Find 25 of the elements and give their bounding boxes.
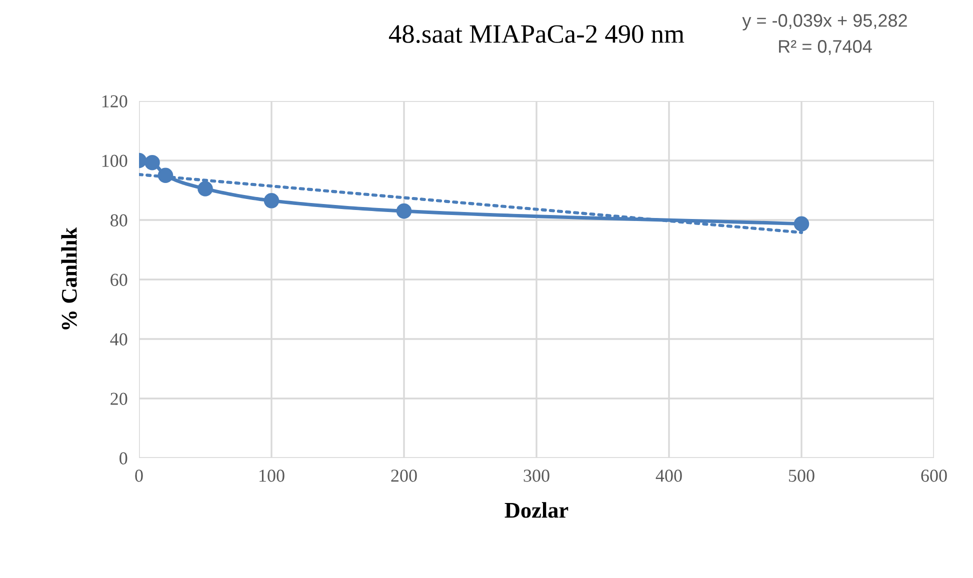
chart-title: 48.saat MIAPaCa-2 490 nm <box>388 25 684 44</box>
text: R² = 0,7404 <box>779 40 872 55</box>
x-axis-title: Dozlar <box>504 502 568 518</box>
x-tick-label: 100 <box>260 470 284 482</box>
point <box>396 203 412 219</box>
y-tick-label: 80 <box>110 214 128 226</box>
y-tick-label: 60 <box>110 274 128 286</box>
y-tick-label: 100 <box>102 154 128 167</box>
x-tick-label: 0 <box>135 470 143 482</box>
point <box>158 168 174 184</box>
x-tick-label: 400 <box>656 470 682 482</box>
x-tick-label: 600 <box>921 470 947 482</box>
point <box>264 193 280 208</box>
point <box>794 216 810 232</box>
point <box>198 181 213 196</box>
x-tick-label: 200 <box>391 470 417 482</box>
x-tick-label: 300 <box>524 470 550 482</box>
y-tick-label: 40 <box>110 333 128 346</box>
text: y = -0,039x + 95,282 <box>742 14 907 30</box>
y-tick-label: 20 <box>110 392 128 405</box>
x-tick-label: 500 <box>789 470 814 482</box>
y-tick-label: 120 <box>102 95 128 108</box>
y-tick-label: 0 <box>120 452 128 464</box>
point <box>144 154 160 170</box>
y-axis-title: % Canlılık <box>61 227 77 330</box>
